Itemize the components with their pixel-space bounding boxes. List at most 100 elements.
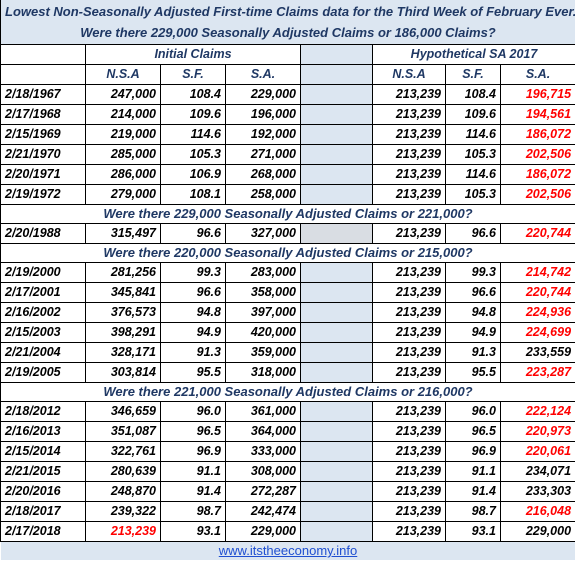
title-row: Were there 229,000 Seasonally Adjusted C… [0,22,575,44]
value-cell: 105.3 [445,183,501,205]
value-cell: 96.0 [445,400,501,422]
data-row: 2/18/2012 346,659 96.0 361,000 213,239 96.0 22… [0,400,575,422]
value-cell: 272,287 [225,480,301,502]
column-header: S.F. [160,63,226,85]
date-cell: 2/15/2014 [0,440,86,462]
value-cell: 186,072 [499,163,575,185]
value-cell: 213,239 [372,500,446,522]
value-cell: 398,291 [85,321,161,343]
section-row: Were there 220,000 Seasonally Adjusted C… [0,242,575,263]
value-cell: 213,239 [372,480,446,502]
value-cell: 91.1 [445,460,501,482]
data-row: 2/18/1967 247,000 108.4 229,000 213,239 108.4… [0,83,575,105]
section-heading: Were there 229,000 Seasonally Adjusted C… [0,203,575,224]
value-cell: 213,239 [372,222,446,244]
date-cell: 2/16/2013 [0,420,86,442]
footer-row: www.itstheeconomy.info [0,541,575,560]
value-cell: 108.1 [160,183,226,205]
spacer [300,143,373,165]
value-cell: 105.3 [445,143,501,165]
value-cell: 268,000 [225,163,301,185]
value-cell: 213,239 [372,440,446,462]
value-cell: 223,287 [499,361,575,383]
value-cell: 96.6 [160,222,226,244]
data-row: 2/19/1972 279,000 108.1 258,000 213,239 105.3… [0,183,575,205]
spacer [300,361,373,383]
footer-cell: www.itstheeconomy.info [0,541,575,560]
value-cell: 229,000 [225,520,301,542]
data-row: 2/18/2017 239,322 98.7 242,474 213,239 98.7 21… [0,500,575,522]
value-cell: 109.6 [160,103,226,125]
value-cell: 96.5 [160,420,226,442]
value-cell: 258,000 [225,183,301,205]
value-cell: 216,048 [499,500,575,522]
group-header: Hypothetical SA 2017 [371,43,575,65]
section-row: Were there 221,000 Seasonally Adjusted C… [0,381,575,402]
value-cell: 93.1 [160,520,226,542]
value-cell: 280,639 [85,460,161,482]
value-cell: 420,000 [225,321,301,343]
value-cell: 247,000 [85,83,161,105]
value-cell: 94.9 [445,321,501,343]
footer-link[interactable]: www.itstheeconomy.info [218,543,358,559]
spacer [300,103,373,125]
spacer [300,440,373,462]
spacer [300,123,373,145]
date-cell: 2/21/1970 [0,143,86,165]
blank-cell [0,43,86,65]
value-cell: 96.9 [160,440,226,462]
value-cell: 94.9 [160,321,226,343]
value-cell: 214,000 [85,103,161,125]
spacer [300,222,373,244]
value-cell: 213,239 [372,301,446,323]
value-cell: 346,659 [85,400,161,422]
value-cell: 224,699 [499,321,575,343]
value-cell: 96.9 [445,440,501,462]
data-row: 2/16/2013 351,087 96.5 364,000 213,239 96.5 22… [0,420,575,442]
value-cell: 359,000 [225,341,301,363]
value-cell: 194,561 [499,103,575,125]
value-cell: 322,761 [85,440,161,462]
value-cell: 96.6 [445,222,501,244]
date-cell: 2/17/2001 [0,281,86,303]
value-cell: 95.5 [160,361,226,383]
data-row: 2/20/1988 315,497 96.6 327,000 213,239 96.6 22… [0,222,575,244]
date-cell: 2/15/2003 [0,321,86,343]
value-cell: 99.3 [445,261,501,283]
spacer [300,420,373,442]
data-row: 2/21/2004 328,171 91.3 359,000 213,239 91.3 23… [0,341,575,363]
value-cell: 233,303 [499,480,575,502]
date-cell: 2/20/1988 [0,222,86,244]
spacer [300,43,373,65]
value-cell: 196,000 [225,103,301,125]
value-cell: 91.3 [445,341,501,363]
date-cell: 2/17/1968 [0,103,86,125]
spacer [300,460,373,482]
date-cell: 2/16/2002 [0,301,86,323]
value-cell: 303,814 [85,361,161,383]
value-cell: 192,000 [225,123,301,145]
value-cell: 271,000 [225,143,301,165]
value-cell: 96.6 [160,281,226,303]
date-cell: 2/18/1967 [0,83,86,105]
value-cell: 239,322 [85,500,161,522]
value-cell: 308,000 [225,460,301,482]
value-cell: 345,841 [85,281,161,303]
value-cell: 248,870 [85,480,161,502]
date-cell: 2/15/1969 [0,123,86,145]
value-cell: 213,239 [372,420,446,442]
value-cell: 109.6 [445,103,501,125]
value-cell: 233,559 [499,341,575,363]
date-cell: 2/19/2005 [0,361,86,383]
data-row: 2/15/2003 398,291 94.9 420,000 213,239 94.9 22… [0,321,575,343]
data-row: 2/16/2002 376,573 94.8 397,000 213,239 94.8 22… [0,301,575,323]
value-cell: 213,239 [372,123,446,145]
value-cell: 213,239 [85,520,161,542]
value-cell: 94.8 [160,301,226,323]
value-cell: 333,000 [225,440,301,462]
spacer [300,281,373,303]
value-cell: 351,087 [85,420,161,442]
data-row: 2/21/1970 285,000 105.3 271,000 213,239 105.3… [0,143,575,165]
spacer [300,183,373,205]
